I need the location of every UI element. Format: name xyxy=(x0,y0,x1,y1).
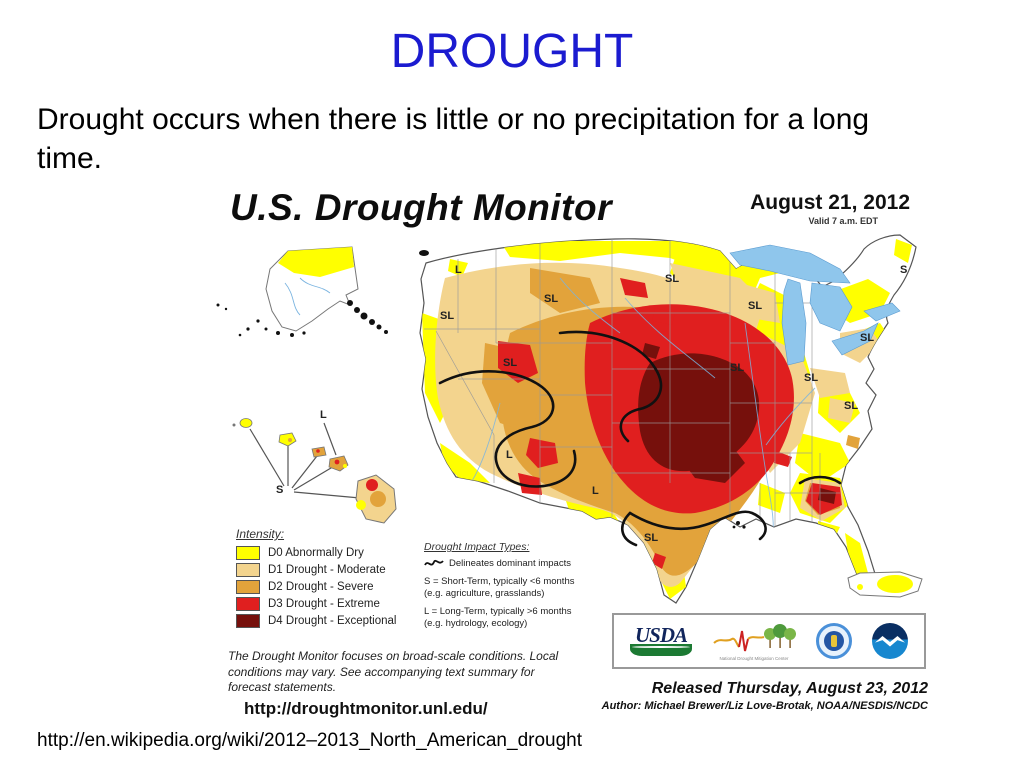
map-impact-label: SL xyxy=(503,357,517,369)
map-impact-label: SL xyxy=(644,532,658,544)
impact-line: L = Long-Term, typically >6 months xyxy=(424,606,572,617)
agency-logo-box: USDA National Drought Mitigation Center xyxy=(612,613,926,669)
map-impact-label: S xyxy=(276,484,283,496)
legend-item: D0 Abnormally Dry xyxy=(236,546,421,560)
impact-types-block: Drought Impact Types: Delineates dominan… xyxy=(424,541,629,629)
legend-swatch xyxy=(236,546,260,560)
impact-lines: S = Short-Term, typically <6 months (e.g.… xyxy=(424,576,629,629)
noaa-logo xyxy=(872,623,908,659)
squiggle-icon xyxy=(424,559,444,566)
impact-types-heading: Drought Impact Types: xyxy=(424,541,530,553)
wikipedia-source-link[interactable]: http://en.wikipedia.org/wiki/2012–2013_N… xyxy=(37,730,583,751)
map-impact-label: SL xyxy=(748,300,762,312)
map-impact-label: L xyxy=(592,485,599,497)
ndmc-logo: National Drought Mitigation Center xyxy=(712,621,796,661)
map-impact-label: SL xyxy=(804,372,818,384)
department-of-commerce-seal xyxy=(816,623,852,659)
legend-items: D0 Abnormally Dry D1 Drought - Moderate D2… xyxy=(236,546,421,628)
map-impact-label: S xyxy=(900,264,907,276)
usda-logo: USDA xyxy=(630,623,692,656)
legend-label: D0 Abnormally Dry xyxy=(268,547,364,559)
doc-seal-inner xyxy=(824,631,844,651)
alaska-inset xyxy=(216,246,388,337)
ndmc-logo-graphic xyxy=(713,624,796,652)
legend-swatch xyxy=(236,614,260,628)
great-lakes xyxy=(729,244,901,366)
map-impact-label: L xyxy=(506,449,513,461)
legend-item: D3 Drought - Extreme xyxy=(236,597,421,611)
legend-swatch xyxy=(236,580,260,594)
legend-swatch xyxy=(236,563,260,577)
legend-label: D1 Drought - Moderate xyxy=(268,564,386,576)
map-impact-label: SL xyxy=(730,362,744,374)
map-impact-label: SL xyxy=(544,293,558,305)
released-date-text: Released Thursday, August 23, 2012 xyxy=(651,680,928,697)
delineates-text: Delineates dominant impacts xyxy=(449,557,571,569)
impact-boundary-lines xyxy=(438,330,842,547)
intensity-legend: Intensity: D0 Abnormally Dry D1 Drought -… xyxy=(236,527,421,631)
map-date: August 21, 2012 xyxy=(750,191,910,214)
map-impact-label: SL xyxy=(440,310,454,322)
impact-line: (e.g. hydrology, ecology) xyxy=(424,618,528,629)
state-borders xyxy=(424,239,840,528)
map-impact-label: SL xyxy=(860,332,874,344)
map-valid-time: Valid 7 a.m. EDT xyxy=(808,216,878,226)
map-impact-label: SL xyxy=(665,273,679,285)
slide-title: DROUGHT xyxy=(390,25,634,78)
drought-monitor-figure: L SL SL SL SL SL SL SL SL SL L L SL S S L U.S. Drought … xyxy=(200,183,940,730)
delineates-row: Delineates dominant impacts xyxy=(424,557,629,569)
map-impact-label: SL xyxy=(844,400,858,412)
impact-line: (e.g. agriculture, grasslands) xyxy=(424,588,545,599)
ndmc-logo-caption: National Drought Mitigation Center xyxy=(719,656,789,661)
drought-monitor-url[interactable]: http://droughtmonitor.unl.edu/ xyxy=(244,699,488,718)
author-text: Author: Michael Brewer/Liz Love-Brotak, … xyxy=(601,700,928,712)
legend-item: D2 Drought - Severe xyxy=(236,580,421,594)
map-impact-label: L xyxy=(320,409,327,421)
disclaimer-text: The Drought Monitor focuses on broad-sca… xyxy=(228,649,559,694)
map-impact-label: L xyxy=(455,264,462,276)
legend-label: D2 Drought - Severe xyxy=(268,581,374,593)
hawaii-inset xyxy=(232,418,397,524)
map-title: U.S. Drought Monitor xyxy=(230,187,612,228)
legend-heading: Intensity: xyxy=(236,527,285,541)
puerto-rico-inset xyxy=(847,571,923,598)
usda-logo-text: USDA xyxy=(634,623,688,647)
legend-item: D4 Drought - Exceptional xyxy=(236,614,421,628)
coastal-marks xyxy=(419,250,746,529)
legend-label: D3 Drought - Extreme xyxy=(268,598,380,610)
intro-text: Drought occurs when there is little or n… xyxy=(37,103,870,175)
legend-swatch xyxy=(236,597,260,611)
rivers xyxy=(471,277,816,544)
usda-field-graphic xyxy=(630,644,692,656)
legend-item: D1 Drought - Moderate xyxy=(236,563,421,577)
legend-label: D4 Drought - Exceptional xyxy=(268,615,397,627)
impact-line: S = Short-Term, typically <6 months xyxy=(424,576,575,587)
